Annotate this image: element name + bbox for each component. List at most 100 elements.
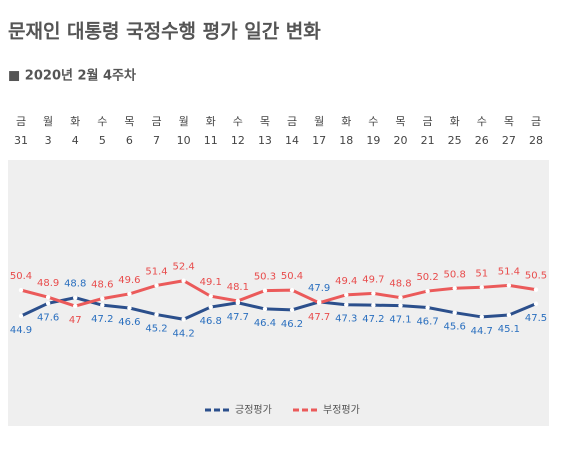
data-label: 48.6 (91, 280, 113, 291)
series-line (20, 296, 537, 321)
point (18, 287, 24, 293)
x-weekday-label: 화 (206, 115, 216, 128)
data-label: 51.4 (498, 266, 520, 277)
x-weekday-label: 화 (450, 115, 460, 128)
point (506, 283, 512, 288)
legend-label: 긍정평가 (235, 404, 272, 416)
data-label: 50.4 (281, 271, 303, 282)
point (371, 302, 376, 308)
x-weekday-label: 수 (233, 115, 243, 128)
data-label: 47.7 (227, 312, 249, 323)
x-tick-label: 17 (312, 134, 326, 147)
x-tick-label: 27 (502, 134, 516, 147)
point (398, 303, 403, 308)
data-label: 51.4 (145, 266, 167, 277)
data-label: 44.9 (10, 325, 32, 336)
x-weekday-label: 금 (531, 115, 541, 128)
x-weekday-label: 화 (341, 115, 351, 128)
point (289, 287, 295, 293)
data-label: 48.8 (389, 279, 411, 290)
point (100, 302, 105, 308)
data-label: 47.2 (91, 314, 113, 325)
point (73, 295, 78, 300)
x-weekday-label: 목 (395, 115, 405, 128)
point (533, 287, 539, 292)
series-line (20, 279, 537, 308)
data-label: 48.9 (37, 278, 59, 289)
point (398, 295, 403, 300)
data-label: 50.4 (10, 271, 32, 282)
x-tick-label: 4 (72, 134, 79, 147)
data-label: 50.5 (525, 271, 547, 282)
point (127, 291, 132, 297)
data-label: 52.4 (172, 262, 194, 273)
data-label: 46.2 (281, 319, 303, 330)
data-label: 49.6 (118, 275, 140, 286)
data-label: 47 (69, 315, 82, 326)
point (344, 302, 349, 307)
point (181, 317, 186, 322)
legend-label: 부정평가 (323, 404, 360, 416)
data-label: 50.3 (254, 272, 276, 283)
x-weekday-label: 금 (423, 115, 433, 128)
point (208, 304, 213, 310)
x-weekday-label: 수 (97, 115, 107, 128)
x-tick-label: 3 (45, 134, 52, 147)
point (262, 306, 268, 312)
point (506, 312, 512, 318)
data-label: 49.1 (200, 277, 222, 288)
x-tick-label: 6 (126, 134, 133, 147)
data-label: 50.2 (416, 272, 438, 283)
data-label: 44.7 (471, 326, 493, 337)
data-label: 48.8 (64, 279, 86, 290)
data-label: 49.4 (335, 276, 357, 287)
point (154, 283, 159, 288)
x-tick-label: 13 (258, 134, 272, 147)
point (154, 312, 159, 317)
point (344, 292, 349, 298)
data-label: 51 (475, 268, 488, 279)
point (45, 301, 51, 306)
point (533, 301, 539, 306)
point (425, 305, 430, 310)
x-tick-label: 12 (231, 134, 245, 147)
chart-subtitle: ■ 2020년 2월 4주차 (8, 68, 136, 84)
point (208, 294, 213, 299)
x-weekday-label: 수 (477, 115, 487, 128)
x-tick-label: 28 (529, 134, 543, 147)
data-label: 47.6 (37, 312, 59, 323)
data-label: 46.7 (416, 317, 438, 328)
point (479, 285, 484, 290)
data-label: 45.2 (145, 324, 167, 335)
data-label: 44.2 (172, 328, 194, 339)
point (100, 296, 105, 301)
x-weekday-label: 목 (504, 115, 514, 128)
x-weekday-label: 월 (179, 115, 189, 128)
data-label: 45.1 (498, 324, 520, 335)
point (371, 291, 376, 296)
x-tick-label: 18 (339, 134, 353, 147)
point (316, 300, 322, 306)
x-weekday-label: 월 (314, 115, 324, 128)
point (73, 303, 78, 309)
data-label: 45.6 (444, 322, 466, 333)
point (262, 288, 268, 293)
chart-title: 문재인 대통령 국정수행 평가 일간 변화 (8, 21, 321, 43)
x-weekday-label: 금 (16, 115, 26, 128)
data-label: 46.8 (200, 316, 222, 327)
x-weekday-label: 금 (151, 115, 161, 128)
x-tick-label: 10 (177, 134, 191, 147)
point (45, 294, 51, 300)
point (289, 307, 295, 313)
x-tick-label: 14 (285, 134, 299, 147)
data-label: 46.4 (254, 318, 276, 329)
x-weekday-label: 금 (287, 115, 297, 128)
data-label: 47.7 (308, 312, 330, 323)
data-label: 47.1 (389, 315, 411, 326)
point (235, 298, 241, 304)
x-tick-label: 25 (448, 134, 462, 147)
x-tick-label: 5 (99, 134, 106, 147)
x-weekday-label: 수 (368, 115, 378, 128)
point (425, 288, 430, 294)
point (181, 278, 186, 283)
